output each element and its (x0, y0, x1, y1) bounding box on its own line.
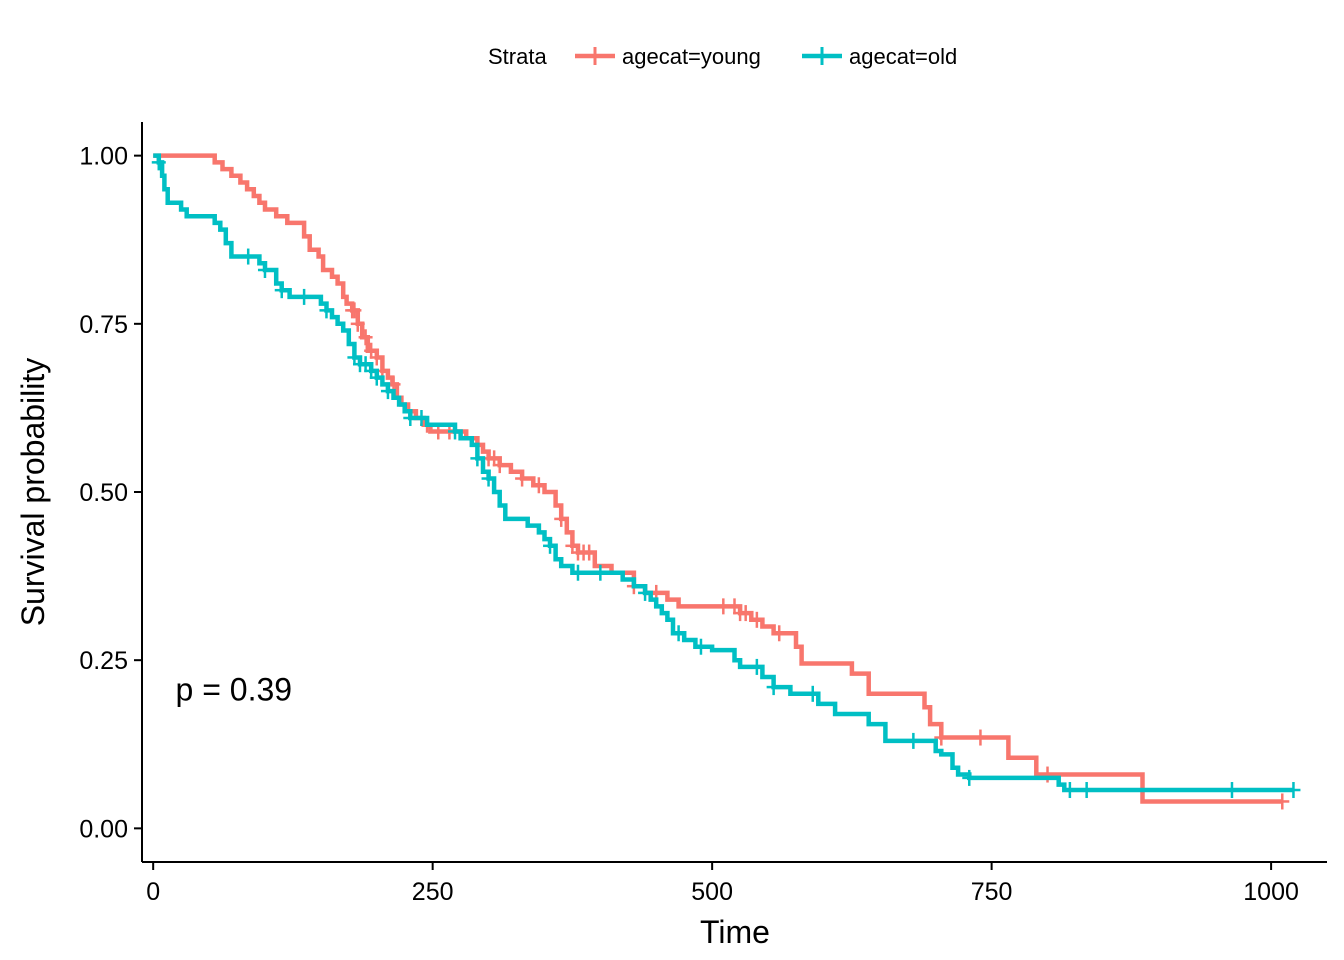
x-tick-label: 1000 (1243, 878, 1299, 906)
legend-label: agecat=old (849, 44, 957, 69)
survival-curve-line (153, 153, 1283, 804)
legend-label: agecat=young (622, 44, 761, 69)
survival-curve-line (153, 153, 1294, 793)
y-tick-label: 0.25 (79, 647, 128, 675)
x-ticks: 0 250 500 750 1000 (146, 862, 1299, 906)
y-tick-label: 0.75 (79, 311, 128, 339)
y-ticks: 0.00 0.25 0.50 0.75 1.00 (79, 143, 142, 843)
x-tick-label: 500 (691, 878, 733, 906)
x-tick-label: 250 (412, 878, 454, 906)
axes: 0 250 500 750 1000 0.00 0.25 0.50 0.75 1.00 (79, 122, 1327, 906)
x-axis-title: Time (700, 914, 770, 950)
p-value-annotation: p = 0.39 (176, 672, 293, 708)
y-tick-label: 1.00 (79, 143, 128, 171)
y-tick-label: 0.50 (79, 479, 128, 507)
y-axis-title: Survival probability (15, 358, 51, 627)
legend: Strata agecat=young agecat=old (488, 44, 957, 69)
legend-title: Strata (488, 44, 547, 69)
series-agecat-old (151, 153, 1301, 799)
legend-entries: agecat=young agecat=old (575, 44, 957, 69)
x-tick-label: 0 (146, 878, 160, 906)
series-layer (151, 153, 1301, 810)
series-agecat-young (153, 153, 1290, 810)
x-tick-label: 750 (971, 878, 1013, 906)
y-tick-label: 0.00 (79, 815, 128, 843)
